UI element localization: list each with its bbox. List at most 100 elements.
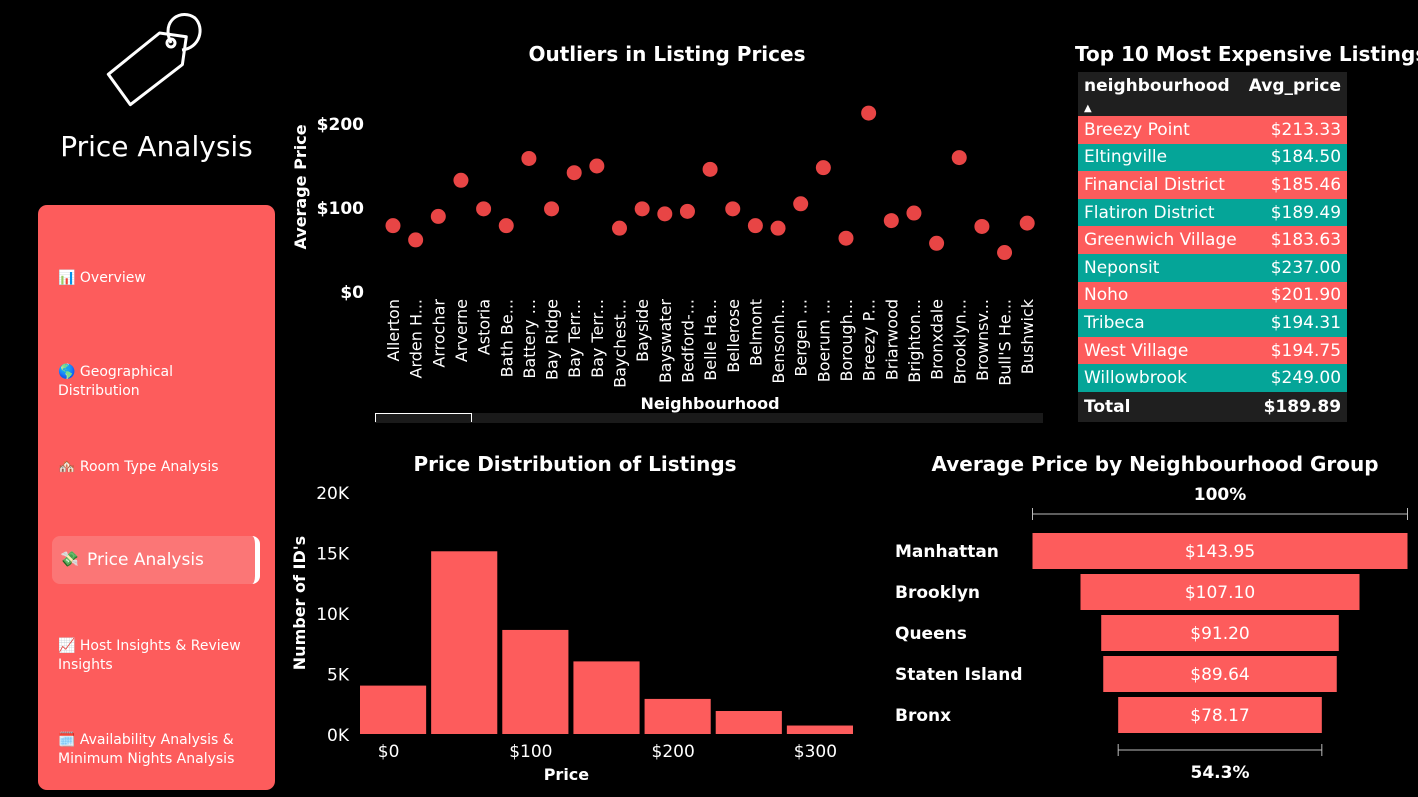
y-tick-label: 20K — [316, 484, 350, 504]
nav-item-label: Price Analysis — [87, 550, 204, 570]
bottom-percent-label: 54.3% — [1191, 763, 1250, 783]
x-tick-label: Astoria — [475, 299, 494, 355]
x-tick-label: Bensonh... — [769, 299, 788, 384]
column-header-avg-price[interactable]: Avg_price — [1242, 72, 1348, 116]
scatter-point — [770, 220, 786, 236]
cell-avg-price: $189.49 — [1242, 198, 1348, 227]
nav-panel: 📊 Overview 🌎 Geographical Distribution 🏘… — [38, 205, 275, 790]
x-tick-label: Allerton — [384, 299, 403, 361]
x-tick-label: Bedford-... — [678, 299, 697, 383]
scatter-point — [657, 206, 673, 222]
histogram-bar — [644, 698, 711, 734]
scatter-point — [544, 201, 560, 217]
x-tick-label: Battery ... — [520, 299, 539, 379]
cell-neighbourhood: Noho — [1078, 281, 1243, 310]
scatter-point — [634, 201, 650, 217]
x-tick-label: Bellerose — [724, 299, 743, 373]
table-row[interactable]: Neponsit $237.00 — [1078, 253, 1348, 282]
total-value: $189.89 — [1242, 391, 1348, 422]
price-tag-icon — [100, 10, 210, 120]
nav-item-label: Geographical Distribution — [58, 364, 173, 399]
table-row[interactable]: Willowbrook $249.00 — [1078, 364, 1348, 392]
scatter-point — [385, 218, 401, 234]
x-tick-label: Brighton... — [905, 299, 924, 383]
nav-item-geographical-distribution[interactable]: 🌎 Geographical Distribution — [58, 363, 258, 401]
scatter-point — [408, 232, 424, 248]
cell-avg-price: $185.46 — [1242, 171, 1348, 199]
y-axis-title: Average Price — [291, 124, 310, 249]
y-tick-label: $200 — [317, 115, 364, 135]
x-tick-label: Breezy P... — [860, 299, 879, 381]
x-tick-label: $300 — [794, 742, 837, 762]
nav-item-host-insights[interactable]: 📈 Host Insights & Review Insights — [58, 637, 258, 675]
money-icon: 💸 — [60, 550, 79, 568]
x-tick-label: $0 — [378, 742, 400, 762]
nav-item-room-type-analysis[interactable]: 🏘️ Room Type Analysis — [58, 458, 258, 477]
y-tick-label: $0 — [340, 283, 364, 303]
nav-item-availability-analysis[interactable]: 🗓️ Availability Analysis & Minimum Night… — [58, 731, 258, 769]
funnel-bar — [1080, 574, 1360, 610]
funnel-value-label: $78.17 — [1190, 706, 1249, 726]
x-tick-label: Baychest... — [611, 299, 630, 388]
x-tick-label: Bergen ... — [792, 299, 811, 377]
cell-avg-price: $183.63 — [1242, 226, 1348, 254]
table-row[interactable]: West Village $194.75 — [1078, 336, 1348, 365]
x-tick-label: Bay Terr... — [565, 299, 584, 378]
histogram-bar — [573, 661, 640, 734]
nav-item-label: Room Type Analysis — [79, 459, 219, 475]
scatter-point — [1019, 215, 1035, 231]
scatter-point — [997, 245, 1013, 261]
cell-avg-price: $184.50 — [1242, 143, 1348, 172]
x-tick-label: $100 — [509, 742, 552, 762]
scrollbar-thumb[interactable] — [375, 413, 472, 422]
scatter-point — [883, 213, 899, 229]
funnel-value-label: $107.10 — [1185, 583, 1255, 603]
scatter-scrollbar[interactable] — [375, 413, 1043, 423]
table-row[interactable]: Flatiron District $189.49 — [1078, 198, 1348, 227]
scatter-point — [725, 201, 741, 217]
nav-item-price-analysis[interactable]: 💸 Price Analysis — [52, 536, 260, 584]
scatter-point — [612, 220, 627, 236]
funnel-title: Average Price by Neighbourhood Group — [931, 452, 1379, 476]
cell-avg-price: $213.33 — [1242, 116, 1348, 144]
top-percent-label: 100% — [1194, 485, 1247, 505]
table-row[interactable]: Greenwich Village $183.63 — [1078, 226, 1348, 254]
x-tick-label: Borough... — [837, 299, 856, 381]
histogram-bar — [431, 551, 498, 734]
y-tick-label: $100 — [317, 199, 364, 219]
column-label: neighbourhood — [1084, 76, 1230, 96]
cell-avg-price: $194.31 — [1242, 309, 1348, 337]
table-row[interactable]: Eltingville $184.50 — [1078, 143, 1348, 172]
scatter-point — [974, 218, 990, 234]
table-row[interactable]: Tribeca $194.31 — [1078, 309, 1348, 337]
calendar-icon: 🗓️ — [58, 732, 76, 748]
scatter-point — [453, 172, 469, 188]
x-tick-label: Arden H... — [407, 299, 426, 378]
table-title: Top 10 Most Expensive Listings — [1075, 42, 1418, 66]
funnel-category-label: Manhattan — [895, 542, 999, 562]
cell-neighbourhood: Greenwich Village — [1078, 226, 1243, 254]
scatter-point — [679, 203, 695, 219]
scatter-point — [521, 150, 537, 166]
table-row[interactable]: Noho $201.90 — [1078, 281, 1348, 310]
cell-neighbourhood: Financial District — [1078, 171, 1243, 199]
funnel-chart: 100% $143.95 Manhattan $107.10 Brooklyn $91.2… — [895, 485, 1408, 783]
scatter-point — [476, 201, 492, 217]
table-row[interactable]: Financial District $185.46 — [1078, 171, 1348, 199]
sort-ascending-icon: ▲ — [1084, 103, 1092, 114]
table-row[interactable]: Breezy Point $213.33 — [1078, 116, 1348, 144]
chart-icon: 📊 — [58, 270, 76, 286]
nav-item-label: Overview — [79, 270, 146, 286]
column-header-neighbourhood[interactable]: neighbourhood ▲ — [1078, 72, 1243, 116]
y-tick-label: 10K — [316, 605, 350, 625]
scatter-point — [566, 165, 582, 181]
scatter-x-axis-title: Neighbourhood — [640, 394, 780, 413]
histogram-chart: 0K 5K 10K 15K 20K $0 $100 $200 $300 Price Number o… — [290, 484, 853, 784]
cell-neighbourhood: Neponsit — [1078, 253, 1243, 282]
x-tick-label: Bronxdale — [928, 299, 947, 380]
scatter-point — [747, 218, 763, 234]
total-label: Total — [1078, 391, 1243, 422]
x-tick-label: Bushwick — [1018, 298, 1037, 374]
scatter-point — [498, 218, 514, 234]
nav-item-overview[interactable]: 📊 Overview — [58, 269, 258, 288]
